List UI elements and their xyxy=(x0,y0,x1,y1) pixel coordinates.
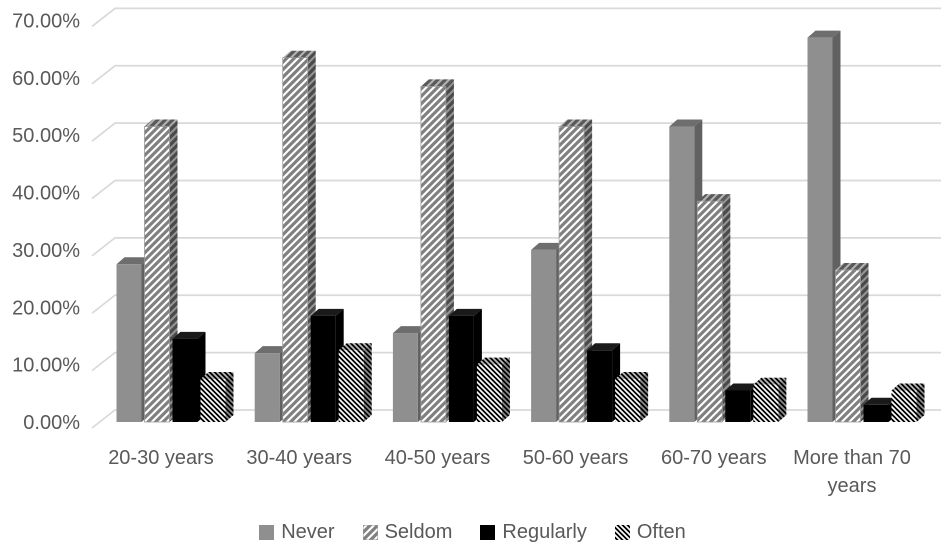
legend-item-never: Never xyxy=(259,520,335,544)
bar-regularly xyxy=(448,308,482,422)
bar-never xyxy=(392,326,426,422)
bar-often xyxy=(753,377,787,422)
bar-group-50-60-years xyxy=(531,119,649,423)
bar-often xyxy=(891,383,925,422)
legend-label: Often xyxy=(636,520,686,543)
bar-never xyxy=(807,30,841,422)
legend-label: Regularly xyxy=(502,520,587,543)
x-axis-category-labels: 20-30 years 30-40 years 40-50 years 50-60 y… xyxy=(108,447,911,497)
y-axis-tick-labels: 0.00% 10.00% 20.00% 30.00% 40.00% 50.00% 60.00… xyxy=(12,10,80,434)
y-tick-label: 10.00% xyxy=(12,355,80,377)
bar-often xyxy=(338,343,372,422)
x-axis-category-label: 20-30 years xyxy=(108,447,214,469)
x-axis-category-label: 30-40 years xyxy=(246,447,352,469)
gridline xyxy=(91,351,941,372)
y-tick-label: 50.00% xyxy=(12,125,80,147)
legend-label: Seldom xyxy=(384,520,453,543)
gridline xyxy=(91,7,941,28)
bar-seldom xyxy=(835,262,869,423)
gridline xyxy=(91,294,941,314)
gridline xyxy=(91,122,941,142)
bar-seldom xyxy=(420,79,454,423)
bar-often xyxy=(200,371,234,422)
chart-canvas: 0.00% 10.00% 20.00% 30.00% 40.00% 50.00% 60.00… xyxy=(12,7,941,497)
legend-item-often: Often xyxy=(614,520,686,544)
gridline xyxy=(91,409,941,429)
legend-marker-never xyxy=(259,524,275,540)
y-tick-label: 0.00% xyxy=(23,412,80,434)
bar-group-40-50-years xyxy=(392,79,510,423)
legend-item-seldom: Seldom xyxy=(362,520,453,544)
bar-often xyxy=(615,371,649,422)
y-tick-label: 70.00% xyxy=(12,10,80,32)
legend-item-regularly: Regularly xyxy=(480,520,587,544)
bar-seldom xyxy=(144,119,178,423)
bars xyxy=(116,30,925,423)
bar-often xyxy=(476,357,510,422)
gridline xyxy=(91,64,941,85)
bar-group-60-70-years xyxy=(669,119,787,423)
bar-seldom xyxy=(696,194,731,423)
y-tick-label: 20.00% xyxy=(12,297,80,319)
bar-group-30-40-years xyxy=(254,50,372,423)
gridlines xyxy=(91,7,941,429)
legend-label: Never xyxy=(281,520,335,543)
y-tick-label: 40.00% xyxy=(12,183,80,205)
gridline xyxy=(91,237,941,257)
x-axis-category-label: 50-60 years xyxy=(523,447,629,469)
y-tick-label: 60.00% xyxy=(12,68,80,90)
x-axis-category-label: 40-50 years xyxy=(385,447,491,469)
legend-marker-regularly xyxy=(480,524,496,540)
x-axis-category-label: More than 70 years xyxy=(793,447,911,497)
legend-marker-often xyxy=(614,524,630,540)
gridline xyxy=(91,179,941,200)
bar-seldom xyxy=(558,119,593,423)
bar-regularly xyxy=(310,308,344,422)
chart-legend: Never Seldom Regularly Often xyxy=(0,519,945,545)
bar-never xyxy=(531,242,565,422)
y-tick-label: 30.00% xyxy=(12,240,80,262)
x-axis-category-label: 60-70 years xyxy=(661,447,767,469)
legend-marker-seldom xyxy=(362,524,378,540)
bar-group-20-30-years xyxy=(116,119,234,423)
bar-group-more-than-70-years xyxy=(807,30,925,423)
